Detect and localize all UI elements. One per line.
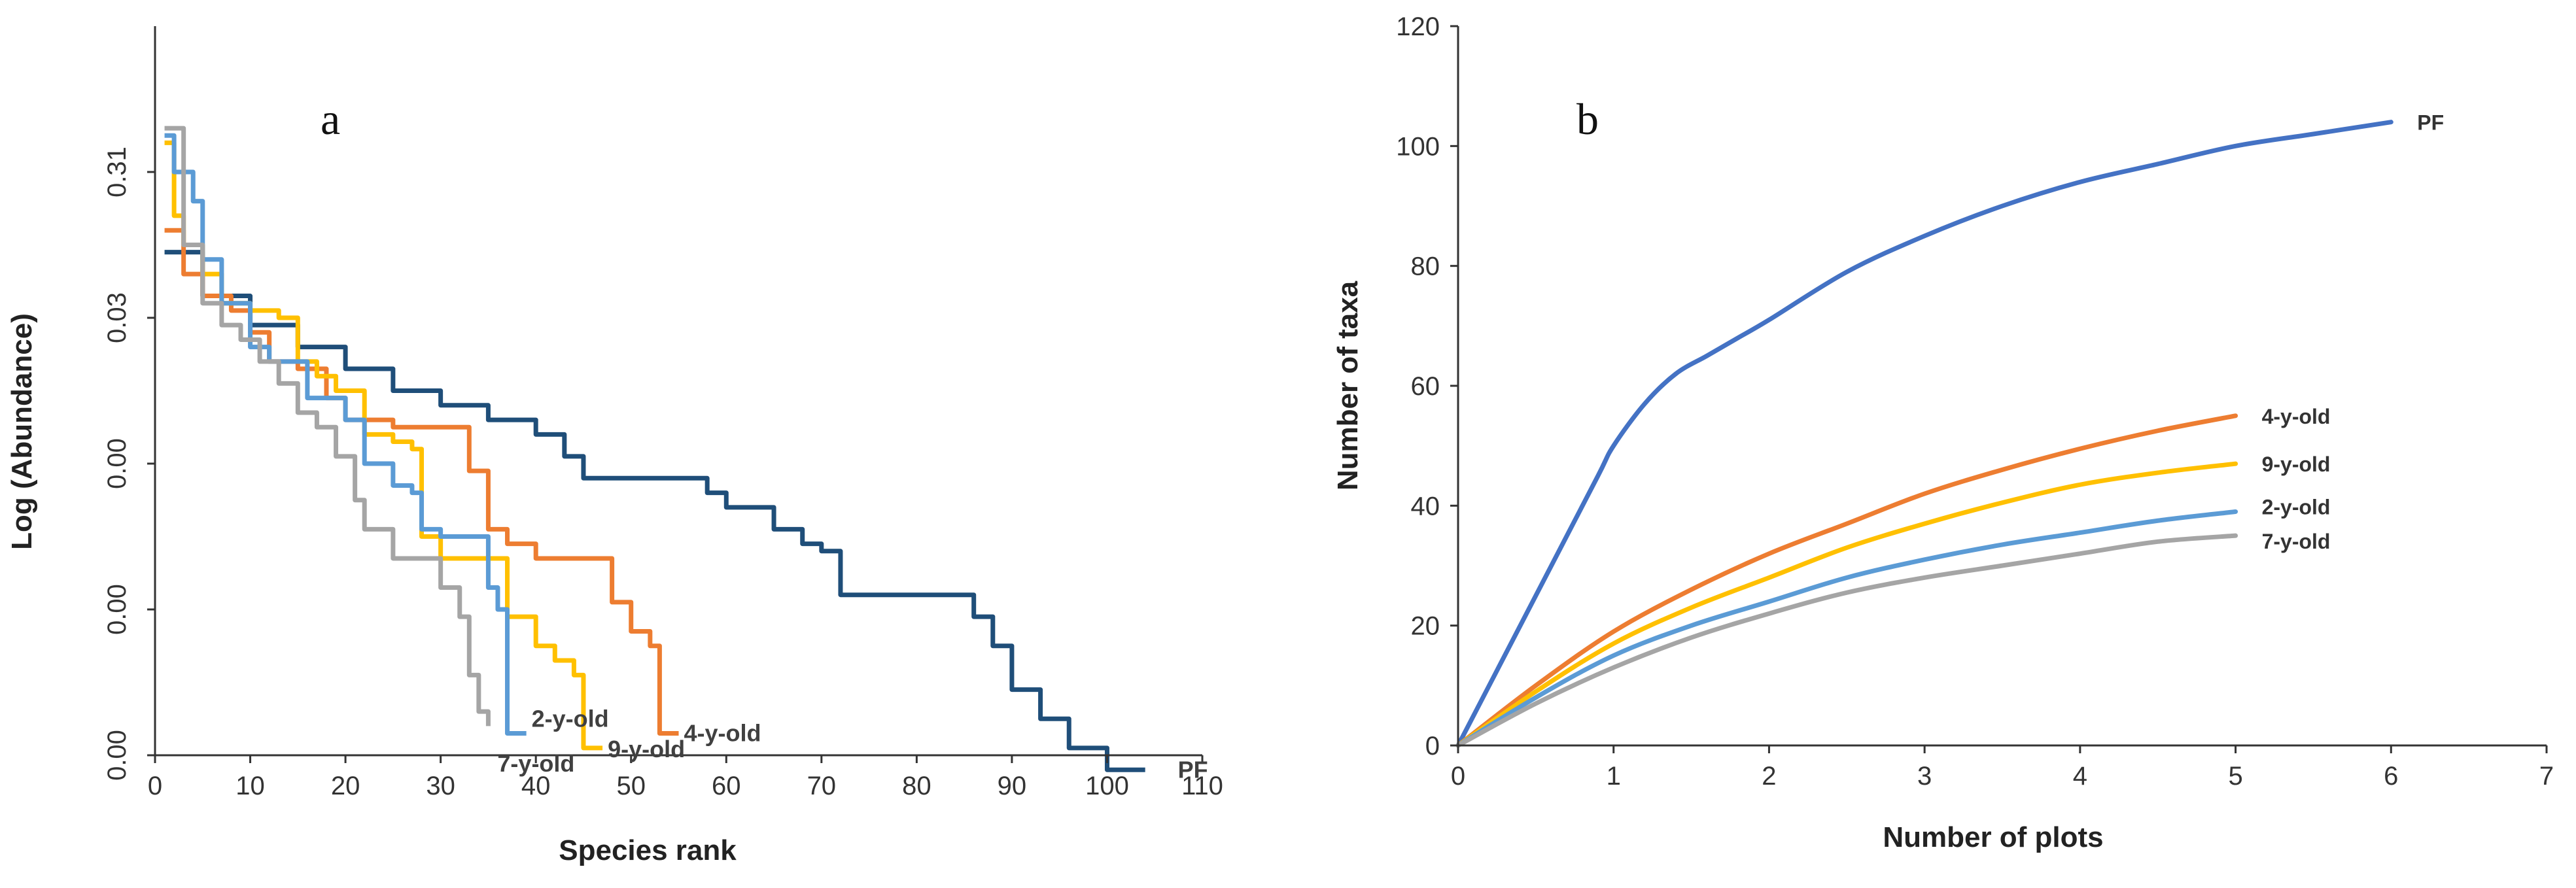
panel-b-label-2-y-old: 2-y-old — [2262, 496, 2331, 519]
panel-b-series-9-y-old — [1455, 461, 2238, 748]
panel-a-series-7-y-old — [164, 126, 491, 726]
panel-b-label-7-y-old: 7-y-old — [2262, 530, 2331, 553]
panel-b-x-tick-label: 4 — [2073, 762, 2087, 791]
panel-a-y-tick-label: 0.31 — [103, 146, 131, 197]
panel-b-label-4-y-old: 4-y-old — [2262, 405, 2331, 428]
panel-b-x-tick-label: 6 — [2384, 762, 2398, 791]
panel-a-x-tick-label: 50 — [616, 772, 646, 800]
panel-b-series-7-y-old — [1455, 533, 2238, 748]
panel-a-chart: a 0 10 20 30 40 50 60 70 80 90 100 110 0.00 0.00 0.00 0… — [6, 26, 1223, 866]
panel-a-x-tick-label: 40 — [521, 772, 551, 800]
panel-a-label-9-y-old: 9-y-old — [608, 736, 685, 762]
panel-a-x-tick-label: 80 — [902, 772, 931, 800]
panel-a-y-tick-label: 0.00 — [103, 438, 131, 489]
panel-a-x-tick-label: 90 — [998, 772, 1027, 800]
panel-a-x-tick-label: 10 — [235, 772, 265, 800]
panel-a-x-tick-label: 20 — [331, 772, 360, 800]
panel-a-x-tick-label: 60 — [712, 772, 741, 800]
panel-a-y-tick-label: 0.00 — [103, 730, 131, 781]
panel-b-series-4-y-old — [1455, 413, 2238, 748]
panel-a-label-4-y-old: 4-y-old — [684, 720, 761, 747]
panel-b-x-tick-label: 5 — [2228, 762, 2242, 791]
panel-a-series-4-y-old — [164, 228, 679, 736]
panel-b-label-pf: PF — [2417, 111, 2444, 135]
panel-a-series-9-y-old — [164, 140, 603, 751]
panel-a-series-pf — [164, 250, 1145, 772]
panel-a-x-tick-label: 0 — [148, 772, 162, 800]
panel-b-label-9-y-old: 9-y-old — [2262, 453, 2331, 476]
panel-b-x-tick-label: 0 — [1451, 762, 1465, 791]
panel-a-y-tick-label: 0.00 — [103, 584, 131, 635]
panel-b-series-2-y-old — [1455, 509, 2238, 748]
panel-a-label-pf: PF — [1178, 756, 1208, 783]
panel-b-x-tick-label: 7 — [2539, 762, 2554, 791]
panel-b-series-pf — [1455, 120, 2393, 748]
panel-a-label: a — [321, 94, 340, 144]
panel-a-label-7-y-old: 7-y-old — [497, 750, 574, 777]
panel-a-x-tick-label: 70 — [807, 772, 837, 800]
panel-b-chart: b 0 1 2 3 4 5 6 7 0 20 40 60 80 100 120 PF 4-y-old 9-y-o… — [1332, 12, 2554, 853]
panel-b-y-tick-label: 40 — [1411, 492, 1440, 521]
panel-b-x-tick-label: 2 — [1762, 762, 1776, 791]
panel-b-y-axis-title: Number of taxa — [1332, 281, 1364, 490]
panel-b-label: b — [1576, 94, 1599, 144]
panel-b-y-tick-label: 100 — [1396, 132, 1440, 161]
panel-a-x-tick-label: 30 — [426, 772, 455, 800]
panel-b-y-tick-label: 60 — [1411, 372, 1440, 401]
panel-a-x-tick-label: 100 — [1085, 772, 1129, 800]
panel-a-x-axis-title: Species rank — [559, 834, 737, 866]
panel-b-x-tick-label: 1 — [1607, 762, 1621, 791]
panel-a-x-tick-label: 110 — [1181, 772, 1223, 800]
panel-b-y-tick-label: 120 — [1396, 12, 1440, 41]
panel-b-x-axis-title: Number of plots — [1883, 821, 2103, 853]
panel-a-label-2-y-old: 2-y-old — [532, 706, 609, 732]
panel-a-series-2-y-old — [164, 133, 527, 736]
panel-a-y-axis-title: Log (Abundance) — [6, 313, 38, 550]
panel-b-x-tick-label: 3 — [1917, 762, 1932, 791]
panel-a-y-tick-label: 0.03 — [103, 292, 131, 343]
panel-b-y-tick-label: 20 — [1411, 612, 1440, 641]
panel-b-y-tick-label: 80 — [1411, 252, 1440, 281]
panel-b-y-tick-label: 0 — [1425, 732, 1440, 760]
